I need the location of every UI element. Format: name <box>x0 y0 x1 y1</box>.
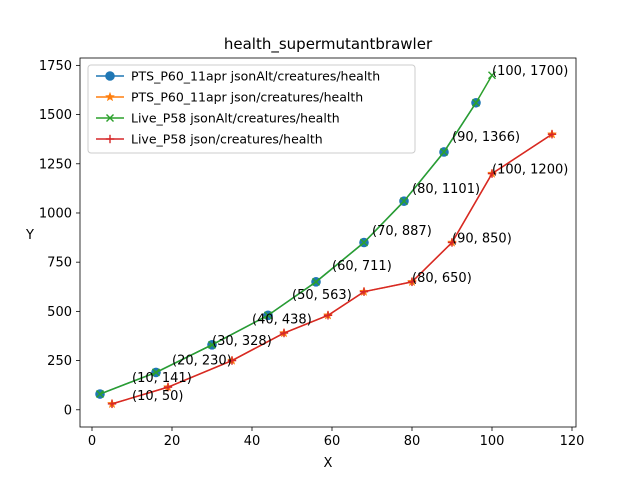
data-point <box>96 390 104 399</box>
x-marker-stroke <box>208 340 216 349</box>
series-line <box>111 133 553 405</box>
legend-item-4: Live_P58 json/creatures/health <box>96 132 323 147</box>
data-point <box>107 399 117 409</box>
y-tick-label: 1500 <box>39 108 72 123</box>
y-tick-label: 0 <box>64 403 72 418</box>
x-marker-stroke <box>106 114 114 122</box>
axes-frame <box>79 57 577 428</box>
legend-label: PTS_P60_11apr json/creatures/health <box>131 90 363 105</box>
data-point <box>547 130 557 139</box>
x-marker-stroke <box>152 368 160 377</box>
y-tick-label: 500 <box>47 305 72 320</box>
legend: PTS_P60_11apr jsonAlt/creatures/health PT… <box>87 64 416 154</box>
data-point <box>208 340 216 349</box>
data-annotation: (90, 850) <box>452 232 512 247</box>
series-3 <box>96 71 496 399</box>
data-point <box>447 238 457 247</box>
plot-area: 0 20 40 60 80 100 120 0 250 500 750 1000 1250 1500 175… <box>39 57 585 449</box>
data-annotation: (40, 438) <box>252 313 312 328</box>
legend-label: PTS_P60_11apr jsonAlt/creatures/health <box>131 69 380 84</box>
data-point <box>279 328 289 338</box>
legend-marker <box>105 71 115 81</box>
data-point <box>359 287 369 296</box>
legend-marker <box>104 91 116 102</box>
x-marker-stroke <box>488 71 496 80</box>
x-tick-label: 60 <box>324 434 341 449</box>
legend-item-1: PTS_P60_11apr jsonAlt/creatures/health <box>96 69 380 84</box>
data-annotation: (100, 1700) <box>492 64 568 79</box>
data-annotation: (90, 1366) <box>452 130 520 145</box>
x-tick-label: 20 <box>164 434 181 449</box>
data-point <box>264 311 272 320</box>
data-point <box>360 238 368 247</box>
y-tick-label: 250 <box>47 354 72 369</box>
circle-marker <box>105 71 115 81</box>
series-line <box>99 74 493 395</box>
legend-label: Live_P58 json/creatures/health <box>131 132 323 147</box>
legend-item-3: Live_P58 jsonAlt/creatures/health <box>96 111 340 126</box>
data-annotation: (10, 141) <box>132 371 192 386</box>
data-point <box>488 71 496 80</box>
x-tick-label: 120 <box>560 434 585 449</box>
data-point <box>472 98 480 107</box>
legend-marker <box>106 114 114 122</box>
legend-marker <box>105 134 115 144</box>
data-point <box>152 368 160 377</box>
x-marker-stroke <box>360 238 368 247</box>
x-marker-stroke <box>472 98 480 107</box>
data-point <box>440 147 448 156</box>
y-tick-label: 1000 <box>39 206 72 221</box>
data-annotation: (10, 50) <box>132 389 184 404</box>
y-tick-label: 1750 <box>39 59 72 74</box>
data-annotation: (60, 711) <box>332 259 392 274</box>
data-point <box>227 356 237 365</box>
data-point <box>407 277 417 287</box>
x-marker-stroke <box>312 277 320 286</box>
data-point <box>312 277 320 286</box>
data-point <box>487 169 497 178</box>
data-point <box>323 311 333 320</box>
data-annotation: (20, 230) <box>172 354 232 369</box>
x-tick-label: 100 <box>480 434 505 449</box>
legend-item-2: PTS_P60_11apr json/creatures/health <box>96 90 363 105</box>
data-annotation: (30, 328) <box>212 334 272 349</box>
data-point <box>400 197 408 206</box>
data-annotation: (80, 1101) <box>412 182 480 197</box>
star-marker <box>104 91 116 102</box>
x-axis-label: X <box>324 456 333 471</box>
x-marker-stroke <box>440 147 448 156</box>
x-marker-stroke <box>96 390 104 399</box>
x-marker-stroke <box>264 311 272 320</box>
legend-label: Live_P58 jsonAlt/creatures/health <box>131 111 340 126</box>
x-tick-label: 80 <box>404 434 421 449</box>
data-annotation: (80, 650) <box>412 271 472 286</box>
y-tick-label: 750 <box>47 256 72 271</box>
data-annotation: (50, 563) <box>292 288 352 303</box>
y-axis-label: Y <box>25 228 34 243</box>
series-4 <box>107 130 557 409</box>
data-point <box>163 382 173 392</box>
data-annotation: (70, 887) <box>372 224 432 239</box>
x-tick-label: 0 <box>88 434 96 449</box>
legend-box <box>87 64 416 154</box>
y-tick-label: 1250 <box>39 157 72 172</box>
x-tick-label: 40 <box>244 434 261 449</box>
x-marker-stroke <box>400 197 408 206</box>
data-annotation: (100, 1200) <box>492 163 568 178</box>
chart-title: health_supermutantbrawler <box>224 35 433 54</box>
